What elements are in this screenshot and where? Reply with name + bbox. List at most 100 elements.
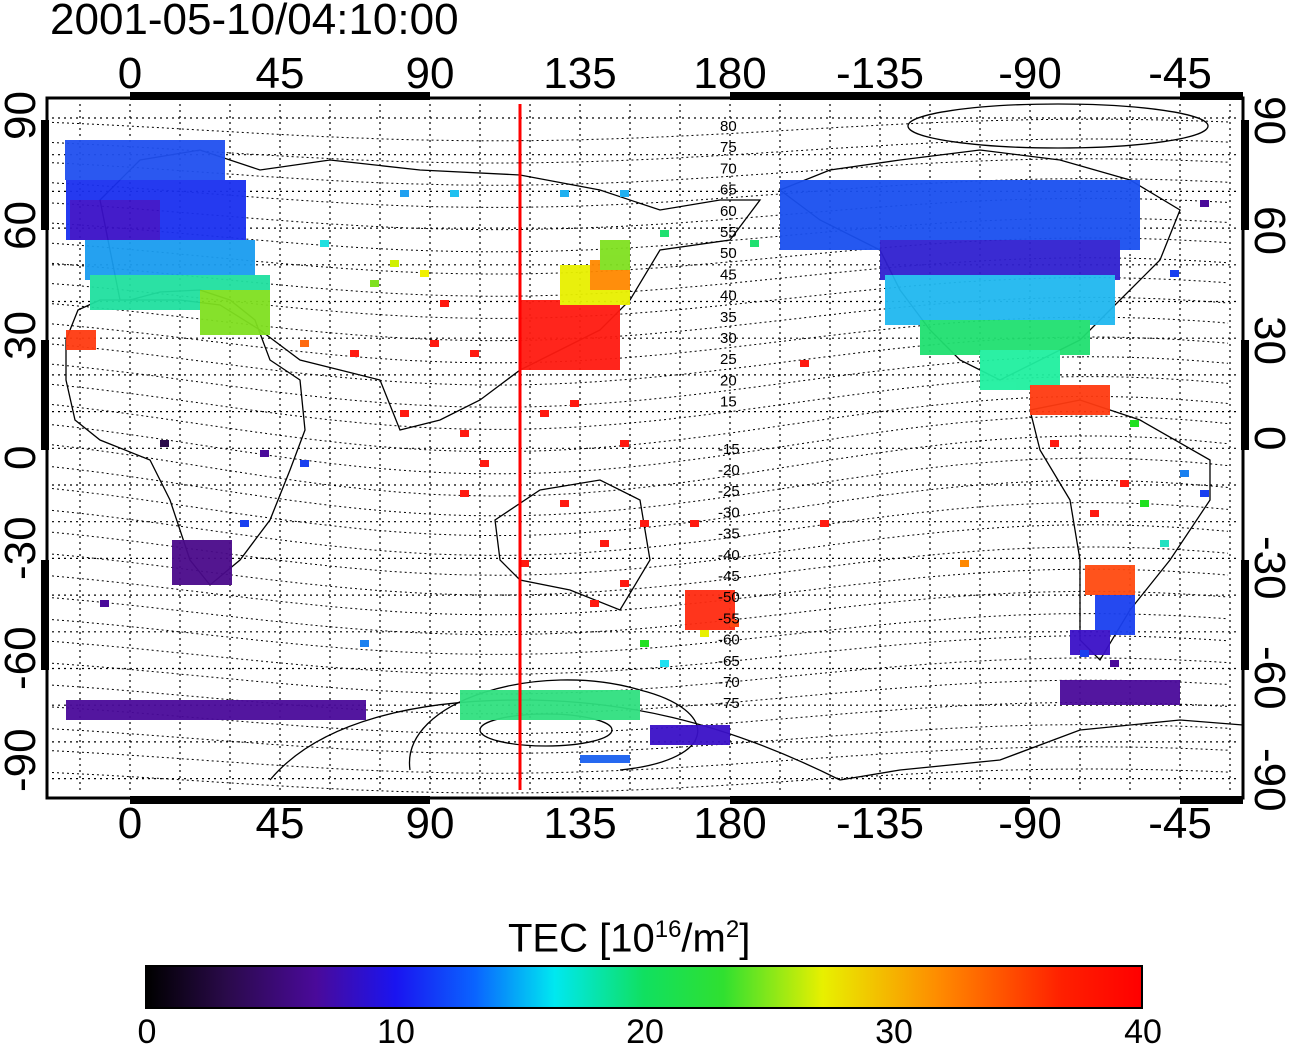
tec-point	[590, 600, 599, 607]
tec-point	[640, 520, 649, 527]
tec-point	[520, 560, 529, 567]
top-tick-90: 90	[405, 49, 455, 98]
tec-point	[260, 450, 269, 457]
bottom-tick-0: 0	[117, 799, 143, 848]
tec-point	[300, 340, 309, 347]
contour-label: -60	[718, 632, 740, 649]
tec-point	[1200, 490, 1209, 497]
tec-point	[1170, 270, 1179, 277]
contour-label: -70	[718, 674, 740, 691]
tec-point	[400, 190, 409, 197]
tec-point	[660, 660, 669, 667]
tec-point	[540, 410, 549, 417]
contour-label: 80	[720, 118, 737, 135]
top-tick-180: 180	[693, 49, 767, 98]
tec-point	[1200, 200, 1209, 207]
tec-point	[450, 190, 459, 197]
contour-label: 70	[720, 160, 737, 177]
contour-label: 75	[720, 139, 737, 156]
tec-point	[750, 240, 759, 247]
tec-point	[300, 460, 309, 467]
tec-patches	[65, 140, 1180, 763]
contour-label: -25	[718, 483, 740, 500]
contour-label: 35	[720, 309, 737, 326]
tec-point	[160, 440, 169, 447]
bottom-tick-m135: -135	[835, 799, 925, 848]
contour-label: 25	[720, 351, 737, 368]
tec-point	[480, 460, 489, 467]
tec-point	[620, 190, 629, 197]
timestamp-title: 2001-05-10/04:10:00	[50, 0, 459, 44]
tec-point	[700, 630, 709, 637]
tec-point	[820, 520, 829, 527]
colorbar-tick-10: 10	[377, 1013, 415, 1051]
top-tick-135: 135	[543, 49, 617, 98]
tec-point	[600, 540, 609, 547]
tec-point	[1080, 650, 1089, 657]
contour-label: 60	[720, 203, 737, 220]
contour-label: -15	[718, 441, 740, 458]
tec-stations	[100, 190, 1209, 667]
colorbar-tick-20: 20	[626, 1013, 664, 1051]
tec-point	[400, 410, 409, 417]
colorbar-title-suffix: ]	[739, 916, 751, 961]
colorbar-title-mid: /m	[681, 916, 726, 961]
tec-point	[390, 260, 399, 267]
tec-point	[460, 430, 469, 437]
colorbar-title-exp2: 2	[725, 916, 740, 943]
contour-label: -40	[718, 547, 740, 564]
tec-point	[730, 620, 739, 627]
tec-point	[1180, 470, 1189, 477]
contour-label: -55	[718, 610, 740, 627]
contour-label: 55	[720, 224, 737, 241]
contour-label: 15	[720, 394, 737, 411]
tec-point	[560, 500, 569, 507]
contour-label: 50	[720, 245, 737, 262]
tec-map: 80 75 70 65 60 55 50 45 40 35 30 25 20 15 -15 -20 -25 -30…	[41, 92, 1249, 804]
tec-point	[240, 520, 249, 527]
bottom-tick-m90: -90	[998, 799, 1062, 848]
tec-point	[1160, 540, 1169, 547]
tec-point	[370, 280, 379, 287]
tec-point	[1130, 420, 1139, 427]
tec-point	[460, 490, 469, 497]
contour-labels: 80 75 70 65 60 55 50 45 40 35 30 25 20 15 -15 -20 -25 -30…	[718, 118, 740, 712]
tec-point	[1090, 510, 1099, 517]
tec-point	[1050, 440, 1059, 447]
tec-point	[620, 440, 629, 447]
tec-point	[960, 560, 969, 567]
tec-point	[100, 600, 109, 607]
tec-point	[1110, 660, 1119, 667]
tec-point	[560, 190, 569, 197]
tec-point	[360, 640, 369, 647]
tec-point	[640, 640, 649, 647]
top-tick-m90: -90	[998, 49, 1062, 98]
tec-point	[620, 580, 629, 587]
top-tick-0: 0	[117, 49, 143, 98]
contour-label: 20	[720, 372, 737, 389]
tec-point	[420, 270, 429, 277]
bottom-tick-90: 90	[405, 799, 455, 848]
contour-label: 40	[720, 288, 737, 305]
bottom-tick-m45: -45	[1148, 799, 1212, 848]
tec-point	[1120, 480, 1129, 487]
contour-label: -50	[718, 589, 740, 606]
colorbar-title-exp1: 16	[654, 916, 682, 943]
colorbar-tick-0: 0	[137, 1013, 157, 1051]
contour-label: 45	[720, 266, 737, 283]
top-tick-m135: -135	[835, 49, 925, 98]
colorbar-title: TEC [1016/m2]	[508, 908, 750, 960]
tec-point	[320, 240, 329, 247]
contour-label: -75	[718, 695, 740, 712]
tec-point	[470, 350, 479, 357]
tec-point	[430, 340, 439, 347]
tec-point	[350, 350, 359, 357]
top-tick-45: 45	[255, 49, 305, 98]
contour-label: 65	[720, 182, 737, 199]
tec-point	[800, 360, 809, 367]
top-tick-m45: -45	[1148, 49, 1212, 98]
contour-label: -65	[718, 653, 740, 670]
colorbar	[145, 965, 1143, 1009]
tec-point	[660, 230, 669, 237]
bottom-tick-45: 45	[255, 799, 305, 848]
